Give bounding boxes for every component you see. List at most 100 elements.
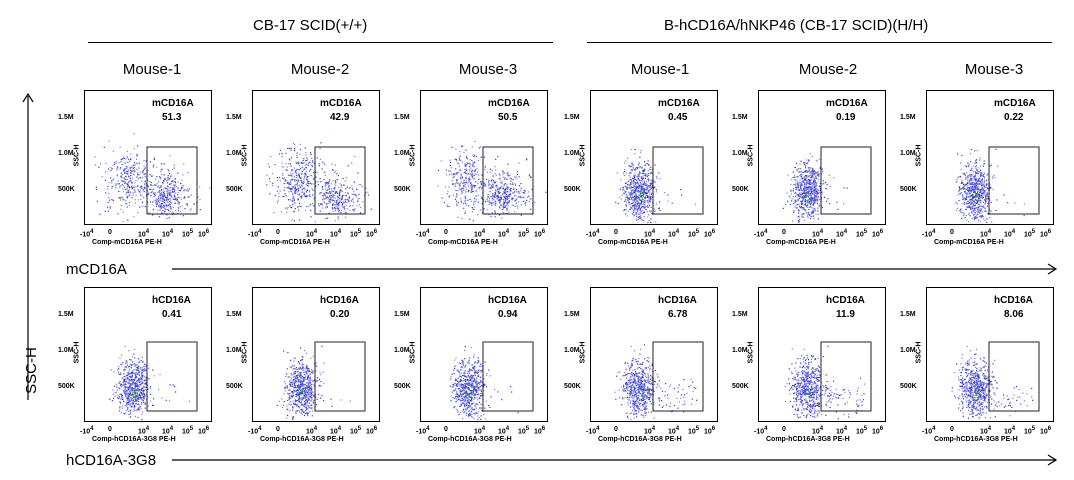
event-dot <box>649 184 651 186</box>
event-dot <box>297 198 299 200</box>
event-dot <box>166 198 168 200</box>
event-dot <box>291 169 293 171</box>
event-dot <box>299 397 301 399</box>
event-dot <box>121 398 123 400</box>
event-dot <box>970 173 972 175</box>
event-dot <box>648 191 650 193</box>
event-dot <box>799 181 801 183</box>
event-dot <box>113 385 115 387</box>
event-dot <box>630 188 632 190</box>
event-dot <box>305 173 307 175</box>
event-dot <box>123 381 125 384</box>
event-dot <box>177 201 179 203</box>
event-dot <box>808 196 810 198</box>
event-dot <box>116 175 118 177</box>
event-dot <box>650 198 652 200</box>
event-dot <box>126 191 128 193</box>
event-dot <box>307 183 310 185</box>
event-dot <box>140 394 142 396</box>
event-dot <box>498 177 500 180</box>
event-dot <box>153 398 155 400</box>
flow-plot-frame <box>84 90 212 225</box>
event-dot <box>163 190 165 192</box>
event-dot <box>296 189 298 191</box>
event-dot <box>169 206 171 208</box>
event-dot <box>797 204 799 206</box>
event-dot <box>640 217 642 219</box>
event-dot <box>351 200 353 202</box>
event-dot <box>805 212 808 214</box>
event-dot <box>171 196 173 198</box>
event-dot <box>974 184 976 186</box>
event-dot <box>168 190 170 192</box>
event-dot <box>118 397 120 399</box>
event-dot <box>135 186 137 188</box>
event-dot <box>138 401 140 403</box>
event-dot <box>125 381 127 383</box>
event-dot <box>156 166 158 168</box>
event-dot <box>144 403 146 405</box>
event-dot <box>829 185 831 187</box>
x-tick-exponent: 4 <box>764 229 768 235</box>
event-dot <box>502 207 505 209</box>
event-dot <box>446 193 448 195</box>
event-dot <box>974 175 976 177</box>
event-dot <box>972 196 975 198</box>
event-dot <box>308 399 310 401</box>
event-dot <box>647 160 649 162</box>
event-dot <box>470 173 472 175</box>
event-dot <box>298 202 301 205</box>
event-dot <box>458 163 460 165</box>
event-dot <box>471 184 473 186</box>
event-dot <box>979 175 982 177</box>
event-dot <box>794 201 796 203</box>
event-dot <box>802 192 804 194</box>
event-dot <box>808 170 810 172</box>
event-dot <box>155 198 157 200</box>
event-dot <box>443 201 445 204</box>
event-dot <box>961 188 963 190</box>
event-dot <box>500 196 502 198</box>
event-dot <box>447 190 449 192</box>
plot-y-label: SSC-H <box>73 341 81 364</box>
event-dot <box>639 216 641 218</box>
event-dot <box>297 404 299 406</box>
event-dot <box>800 185 802 187</box>
event-dot <box>169 194 171 196</box>
event-dot <box>965 208 967 210</box>
event-dot <box>131 364 133 366</box>
event-dot <box>976 189 978 191</box>
event-dot <box>502 173 504 175</box>
event-dot <box>642 191 644 193</box>
event-dot <box>141 413 143 415</box>
event-dot <box>806 206 808 208</box>
x-tick-label: 104 <box>498 229 510 239</box>
event-dot <box>297 185 299 187</box>
event-dot <box>135 384 137 386</box>
event-dot <box>490 185 493 187</box>
event-dot <box>353 181 355 183</box>
event-dot <box>522 192 524 194</box>
event-dot <box>129 390 131 392</box>
event-dot <box>128 158 130 160</box>
event-dot <box>128 368 131 370</box>
event-dot <box>126 183 128 185</box>
event-dot <box>140 392 142 394</box>
event-dot <box>286 211 288 213</box>
event-dot <box>173 164 175 166</box>
event-dot <box>340 188 342 191</box>
event-dot <box>139 177 142 179</box>
event-dot <box>143 365 145 367</box>
event-dot <box>972 170 974 172</box>
event-dot <box>114 395 116 397</box>
event-dot <box>137 390 139 392</box>
event-dot <box>169 197 171 199</box>
event-dot <box>648 200 650 202</box>
event-dot <box>978 196 980 198</box>
event-dot <box>493 182 495 184</box>
event-dot <box>138 380 140 382</box>
event-dot <box>350 199 352 201</box>
event-dot <box>334 204 336 206</box>
event-dot <box>138 174 140 176</box>
event-dot <box>967 189 969 191</box>
